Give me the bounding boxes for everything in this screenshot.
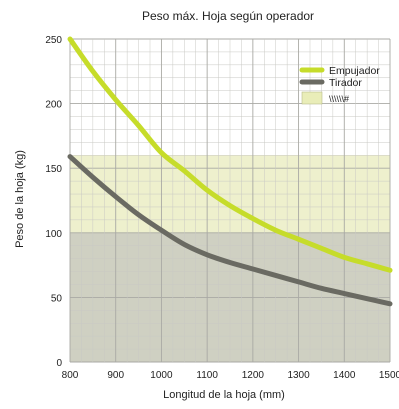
x-tick-label: 1100 — [196, 370, 218, 381]
grid — [69, 38, 391, 363]
y-tick-label: 100 — [45, 229, 62, 240]
legend-swatch-region — [301, 91, 323, 105]
y-tick-label: 250 — [45, 35, 62, 46]
y-tick-label: 50 — [51, 293, 63, 304]
series-line-empujador — [67, 36, 393, 273]
x-tick-label: 1300 — [287, 370, 310, 381]
x-tick-label: 1400 — [333, 370, 356, 381]
x-axis-label: Longitud de la hoja (mm) — [163, 389, 285, 401]
chart-title: Peso máx. Hoja según operador — [142, 9, 314, 23]
x-tick-label: 900 — [107, 370, 124, 381]
legend-label-tirador: Tirador — [329, 77, 362, 89]
legend-label-region: \\\\\\# — [329, 94, 349, 104]
y-tick-label: 200 — [45, 100, 62, 111]
y-tick-label: 0 — [56, 358, 62, 369]
x-tick-label: 800 — [62, 370, 79, 381]
x-tick-label: 1500 — [379, 370, 399, 381]
y-tick-label: 150 — [45, 164, 62, 175]
x-tick-labels: 800 900 1000 1100 1200 1300 1400 1500 — [62, 370, 399, 381]
x-tick-label: 1200 — [242, 370, 265, 381]
series-lines — [67, 36, 393, 307]
legend-label-empujador: Empujador — [329, 65, 380, 77]
y-axis-label: Peso de la hoja (kg) — [14, 150, 26, 248]
x-tick-label: 1000 — [150, 370, 173, 381]
series-line-tirador — [67, 154, 393, 307]
y-tick-labels: 0 50 100 150 200 250 — [45, 35, 62, 369]
